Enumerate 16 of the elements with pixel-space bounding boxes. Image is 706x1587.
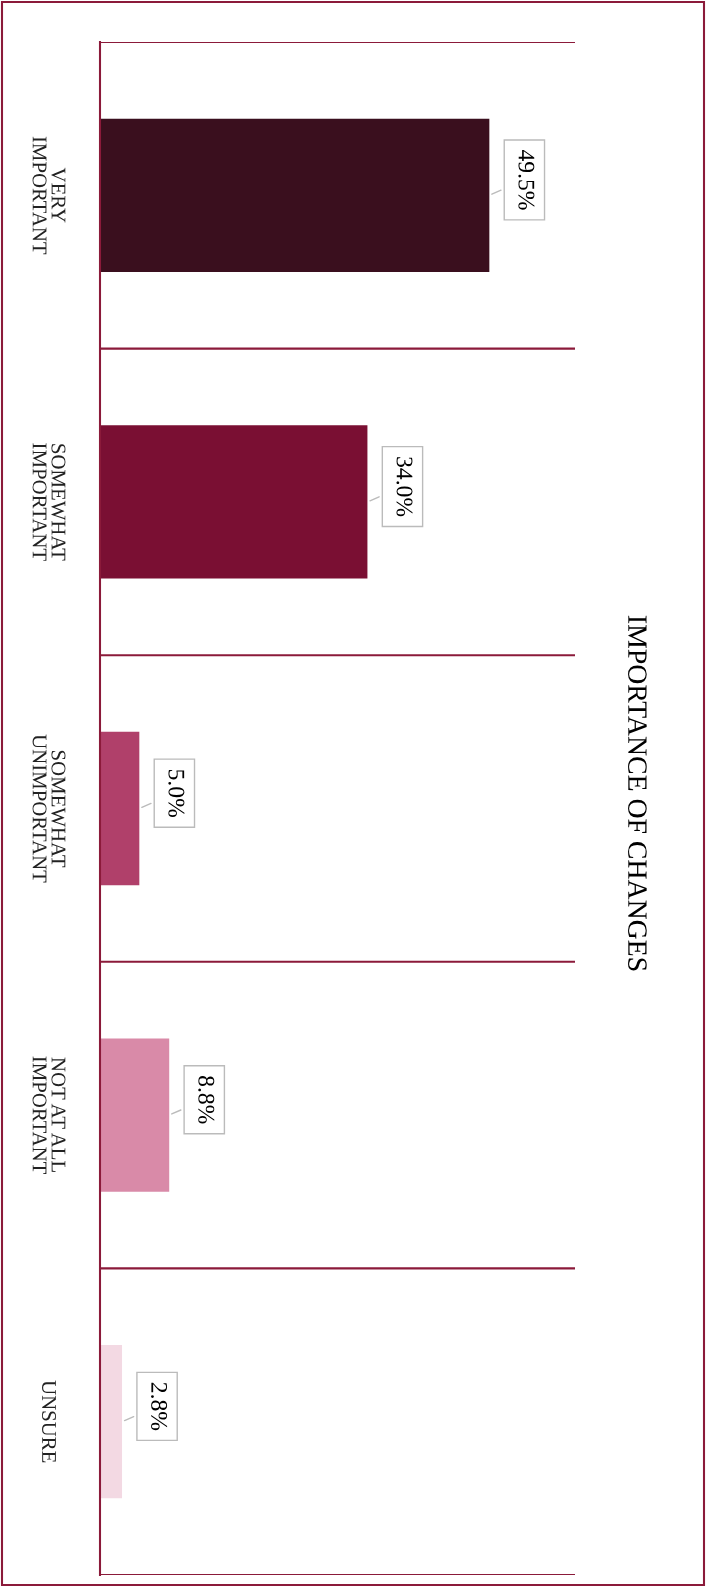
y-tick-label: SOMEWHAT IMPORTANT [32,443,66,561]
bar [100,1038,170,1192]
y-tick-label: SOMEWHAT UNIMPORTANT [32,734,66,883]
data-label: 2.8% [151,1382,168,1431]
bar [100,731,140,886]
bar [100,425,368,579]
bar [100,118,490,272]
data-label: 5.0% [168,769,185,817]
bar [100,1345,123,1499]
data-label: 34.0% [396,457,413,517]
data-label: 49.5% [518,149,535,210]
y-tick-label: UNSURE [42,1380,57,1463]
y-tick-label: NOT AT ALL IMPORTANT [32,1056,66,1175]
data-label: 8.8% [198,1076,215,1124]
y-tick-label: VERY IMPORTANT [32,136,66,255]
text: IMPORTANCE OF CHANGES [628,615,647,971]
